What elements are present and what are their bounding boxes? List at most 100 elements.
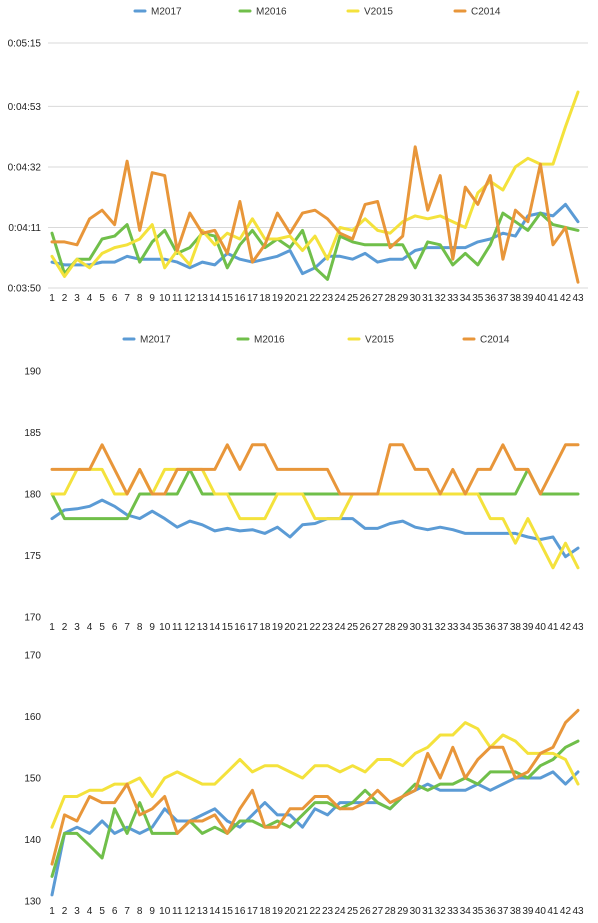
x-tick-label: 24 (334, 293, 346, 304)
y-tick-label: 185 (24, 428, 41, 439)
x-tick-label: 41 (547, 293, 559, 304)
x-tick-label: 25 (347, 906, 359, 917)
x-tick-label: 43 (572, 906, 584, 917)
x-tick-label: 18 (259, 293, 271, 304)
x-tick-label: 14 (209, 622, 221, 633)
x-tick-label: 6 (112, 293, 118, 304)
x-tick-label: 10 (159, 293, 171, 304)
y-tick-label: 170 (24, 613, 41, 624)
x-tick-label: 16 (234, 293, 246, 304)
x-tick-label: 40 (535, 906, 547, 917)
x-tick-label: 5 (99, 293, 105, 304)
series-line-m2017 (50, 770, 580, 897)
x-tick-label: 16 (234, 622, 246, 633)
x-tick-label: 12 (184, 906, 196, 917)
x-tick-label: 40 (535, 293, 547, 304)
x-tick-label: 26 (360, 293, 372, 304)
x-tick-label: 20 (284, 622, 296, 633)
y-tick-label: 175 (24, 551, 41, 562)
x-tick-label: 17 (247, 622, 259, 633)
x-tick-label: 29 (397, 906, 409, 917)
x-tick-label: 24 (334, 906, 346, 917)
x-tick-label: 5 (99, 622, 105, 633)
x-tick-label: 25 (347, 293, 359, 304)
series-line-m2017 (50, 498, 580, 559)
x-tick-label: 20 (284, 293, 296, 304)
x-tick-label: 19 (272, 622, 284, 633)
x-tick-label: 38 (510, 906, 522, 917)
x-tick-label: 33 (447, 906, 459, 917)
series-line-m2016 (50, 467, 580, 521)
x-tick-label: 16 (234, 906, 246, 917)
x-tick-label: 20 (284, 906, 296, 917)
x-tick-label: 38 (510, 622, 522, 633)
series-line-m2016 (50, 739, 580, 878)
x-tick-label: 11 (172, 293, 183, 304)
x-tick-label: 7 (124, 293, 130, 304)
x-tick-label: 14 (209, 293, 221, 304)
x-tick-label: 26 (360, 622, 372, 633)
x-tick-label: 6 (112, 906, 118, 917)
x-tick-label: 23 (322, 622, 334, 633)
x-tick-label: 25 (347, 622, 359, 633)
x-tick-label: 35 (472, 906, 484, 917)
x-tick-label: 4 (87, 906, 93, 917)
x-tick-label: 28 (385, 906, 397, 917)
x-tick-label: 43 (572, 293, 584, 304)
x-tick-label: 19 (272, 906, 284, 917)
x-tick-label: 8 (137, 622, 143, 633)
x-tick-label: 32 (435, 622, 447, 633)
x-tick-label: 42 (560, 906, 572, 917)
x-tick-label: 27 (372, 906, 384, 917)
x-tick-label: 40 (535, 622, 547, 633)
y-tick-label: 0:04:53 (8, 102, 42, 113)
x-tick-label: 42 (560, 293, 572, 304)
x-tick-label: 21 (297, 293, 309, 304)
x-tick-label: 28 (385, 622, 397, 633)
x-tick-label: 30 (410, 622, 422, 633)
x-tick-label: 9 (149, 906, 155, 917)
y-tick-label: 180 (24, 490, 41, 501)
x-tick-label: 3 (74, 293, 80, 304)
x-tick-label: 43 (572, 622, 584, 633)
legend-label-m2017: M2017 (140, 335, 171, 346)
y-tick-label: 150 (24, 774, 41, 785)
x-tick-label: 36 (485, 293, 497, 304)
x-tick-label: 31 (422, 622, 434, 633)
x-tick-label: 10 (159, 622, 171, 633)
x-tick-label: 18 (259, 622, 271, 633)
x-tick-label: 13 (197, 906, 209, 917)
x-tick-label: 8 (137, 293, 143, 304)
y-tick-label: 160 (24, 712, 41, 723)
x-tick-label: 31 (422, 906, 434, 917)
x-tick-label: 41 (547, 906, 559, 917)
y-tick-label: 0:03:50 (8, 284, 42, 295)
x-tick-label: 23 (322, 293, 334, 304)
legend-label-m2016: M2016 (256, 7, 287, 18)
x-tick-label: 28 (385, 293, 397, 304)
x-tick-label: 15 (222, 622, 234, 633)
x-tick-label: 13 (197, 293, 209, 304)
x-tick-label: 4 (87, 622, 93, 633)
x-tick-label: 17 (247, 906, 259, 917)
x-tick-label: 2 (62, 906, 68, 917)
x-tick-label: 30 (410, 293, 422, 304)
x-tick-label: 11 (172, 622, 183, 633)
x-tick-label: 39 (522, 906, 534, 917)
y-tick-label: 0:05:15 (8, 39, 42, 50)
x-tick-label: 2 (62, 293, 68, 304)
legend-label-m2016: M2016 (254, 335, 285, 346)
x-tick-label: 15 (222, 906, 234, 917)
x-tick-label: 22 (309, 906, 321, 917)
x-tick-label: 32 (435, 293, 447, 304)
y-tick-label: 130 (24, 897, 41, 908)
y-tick-label: 140 (24, 835, 41, 846)
x-tick-label: 1 (49, 293, 55, 304)
y-tick-label: 170 (24, 651, 41, 662)
x-tick-label: 38 (510, 293, 522, 304)
x-tick-label: 8 (137, 906, 143, 917)
x-tick-label: 26 (360, 906, 372, 917)
x-tick-label: 7 (124, 906, 130, 917)
x-tick-label: 2 (62, 622, 68, 633)
